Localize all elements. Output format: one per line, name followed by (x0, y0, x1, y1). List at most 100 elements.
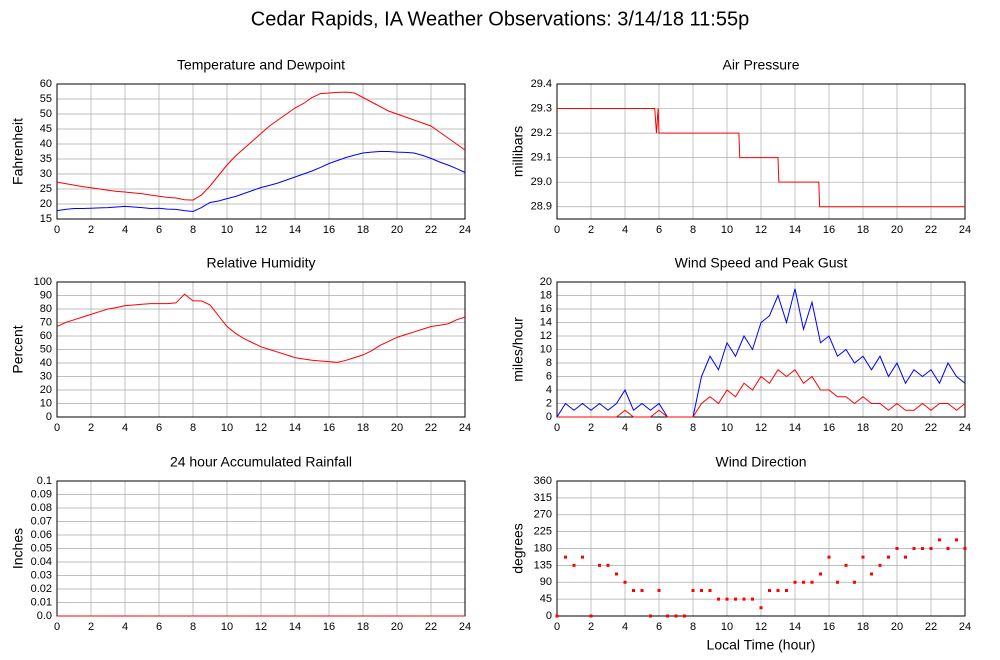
x-tick-label: 0 (54, 621, 60, 633)
y-tick-label: 18 (540, 289, 552, 301)
y-tick-label: 15 (40, 213, 52, 225)
data-point (785, 589, 788, 592)
y-tick-label: 28.9 (531, 201, 552, 213)
x-tick-label: 0 (554, 422, 560, 434)
y-tick-label: 29.3 (531, 102, 552, 114)
data-point (717, 597, 720, 601)
y-axis-label: degrees (510, 523, 526, 574)
data-point (742, 597, 746, 601)
data-point (887, 555, 890, 559)
data-point (564, 555, 567, 559)
data-point (904, 555, 907, 559)
x-tick-label: 24 (959, 422, 971, 434)
y-axis-label: Percent (10, 325, 26, 373)
x-tick-label: 12 (755, 621, 767, 633)
data-point (878, 563, 882, 567)
x-tick-label: 12 (255, 621, 267, 633)
data-point (759, 606, 763, 610)
y-tick-label: 12 (540, 330, 552, 342)
y-tick-label: 0.02 (31, 583, 52, 595)
x-tick-label: 4 (122, 224, 128, 236)
x-tick-label: 0 (54, 422, 60, 434)
data-point (649, 614, 652, 618)
x-tick-label: 20 (891, 621, 903, 633)
data-point (921, 547, 924, 550)
data-point (810, 580, 814, 584)
y-tick-label: 135 (534, 559, 552, 571)
x-tick-label: 22 (425, 224, 437, 236)
x-tick-label: 22 (925, 621, 937, 633)
x-tick-label: 18 (357, 224, 369, 236)
x-tick-label: 4 (622, 422, 628, 434)
data-point (734, 597, 737, 601)
plot-frame (556, 281, 966, 418)
x-tick-label: 24 (459, 621, 471, 633)
data-point (912, 547, 916, 550)
x-tick-label: 4 (622, 224, 628, 236)
y-tick-label: 20 (40, 384, 52, 396)
y-tick-label: 45 (40, 123, 52, 135)
data-point (793, 580, 797, 584)
x-tick-label: 14 (289, 621, 301, 633)
data-point (861, 555, 865, 559)
x-tick-label: 2 (588, 621, 594, 633)
panel-title: Air Pressure (722, 57, 799, 73)
data-line (56, 151, 466, 213)
x-tick-label: 24 (459, 422, 471, 434)
y-tick-label: 40 (40, 357, 52, 369)
data-line (556, 288, 966, 418)
data-point (666, 614, 669, 618)
data-point (708, 589, 712, 592)
y-axis-label: Fahrenheit (10, 118, 26, 185)
x-tick-label: 10 (721, 422, 733, 434)
data-point (946, 547, 950, 550)
y-tick-label: 10 (540, 343, 552, 355)
data-point (802, 580, 805, 584)
y-tick-label: 225 (534, 526, 552, 538)
y-tick-label: 90 (40, 289, 52, 301)
data-point (589, 614, 593, 618)
data-point (853, 580, 856, 584)
y-tick-label: 0.08 (31, 502, 52, 514)
y-tick-label: 16 (540, 303, 552, 315)
y-tick-label: 0.04 (31, 556, 52, 568)
x-tick-label: 18 (857, 422, 869, 434)
y-tick-label: 0.09 (31, 488, 52, 500)
data-point (657, 589, 661, 592)
x-tick-label: 14 (789, 422, 801, 434)
y-tick-label: 0.03 (31, 569, 52, 581)
x-tick-label: 10 (221, 224, 233, 236)
x-tick-label: 16 (323, 422, 335, 434)
data-point (572, 563, 576, 567)
data-point (632, 589, 635, 592)
y-tick-label: 90 (540, 576, 552, 588)
panel-title: Temperature and Dewpoint (177, 57, 345, 73)
data-point (895, 547, 899, 550)
x-tick-label: 4 (622, 621, 628, 633)
data-point (700, 589, 703, 592)
data-line (557, 369, 966, 418)
x-tick-label: 6 (656, 621, 662, 633)
y-tick-label: 29.2 (531, 127, 552, 139)
x-tick-label: 4 (122, 621, 128, 633)
y-tick-label: 8 (546, 357, 552, 369)
data-point (955, 538, 958, 542)
y-axis-label: millibars (510, 126, 526, 177)
x-tick-label: 16 (323, 224, 335, 236)
panel-title: Relative Humidity (207, 255, 316, 271)
y-tick-label: 10 (40, 397, 52, 409)
data-point (640, 589, 644, 592)
data-point (963, 547, 967, 550)
x-tick-label: 18 (857, 621, 869, 633)
y-tick-label: 100 (34, 276, 52, 288)
x-tick-label: 22 (925, 224, 937, 236)
y-tick-label: 29.1 (531, 152, 552, 164)
data-point (683, 614, 686, 618)
x-tick-label: 16 (823, 621, 835, 633)
x-tick-label: 16 (323, 621, 335, 633)
x-tick-label: 2 (88, 224, 94, 236)
x-tick-label: 4 (122, 422, 128, 434)
x-tick-label: 24 (459, 224, 471, 236)
x-tick-label: 0 (54, 224, 60, 236)
y-tick-label: 6 (546, 370, 552, 382)
